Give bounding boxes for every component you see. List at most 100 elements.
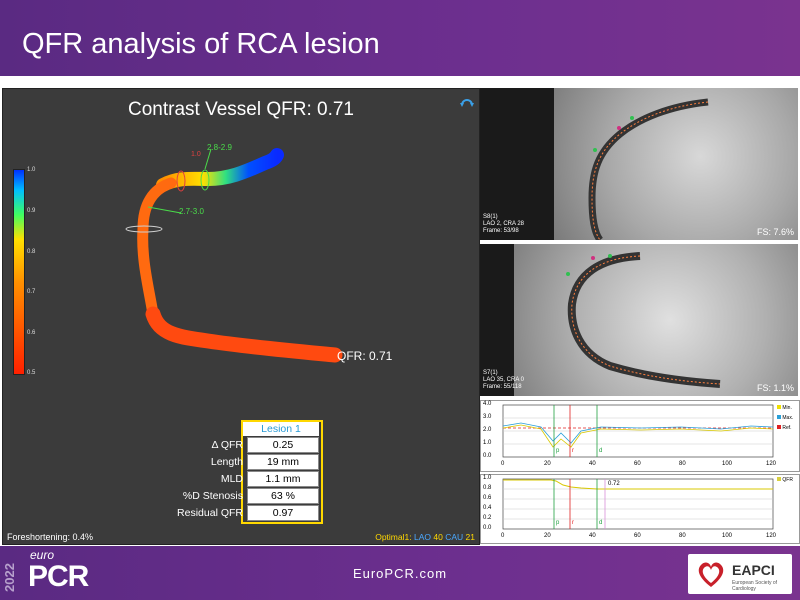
legend-label: QFR xyxy=(782,477,793,483)
legend-item: QFR xyxy=(777,477,793,483)
vessel-end-qfr: QFR: 0.71 xyxy=(337,349,393,363)
lesion-row-value: 0.25 xyxy=(247,437,319,453)
angiogram-top: S8(1) LAO 2, CRA 28 Frame: 53/98 FS: 7.6… xyxy=(480,88,798,240)
x-tick: 100 xyxy=(722,533,733,539)
eapci-subtext: European Society of Cardiology xyxy=(732,580,778,592)
x-tick: 80 xyxy=(679,533,686,539)
heart-icon xyxy=(698,562,724,587)
colorbar-tick: 0.8 xyxy=(27,249,36,255)
lesion-row-label: Residual QFR xyxy=(177,507,243,519)
foreshortening-readout: Foreshortening: 0.4% xyxy=(7,532,94,542)
angio-info-line: LAO 35, CRA 0 xyxy=(483,377,525,383)
optimal-cau-label: CAU xyxy=(445,532,464,542)
vessel-label-lower: 2.7-3.0 xyxy=(179,207,204,216)
optimal-lao-value: 40 xyxy=(433,532,443,542)
lesion-row-value: 0.97 xyxy=(247,505,319,521)
angiogram-bottom: S7(1) LAO 35, CRA 0 Frame: 55/118 FS: 1.… xyxy=(480,244,798,396)
eapci-text: EAPCI xyxy=(732,562,775,578)
lesion-row-label: MLD xyxy=(220,473,243,485)
lesion-row-label: Length xyxy=(210,456,243,468)
slide-title: QFR analysis of RCA lesion xyxy=(22,28,380,60)
rotate-icon[interactable] xyxy=(459,95,475,109)
angio-info-line: Frame: 55/118 xyxy=(483,384,522,390)
diameter-graph: 4.0 3.0 2.0 1.0 0.0 0 20 40 60 80 100 12… xyxy=(480,400,800,472)
x-tick: 40 xyxy=(589,461,596,467)
optimal-prefix: Optimal1: xyxy=(375,532,414,542)
x-tick: 80 xyxy=(679,461,686,467)
marker-d: d xyxy=(599,448,603,454)
y-tick: 0.4 xyxy=(483,505,492,511)
angio-info-line: LAO 2, CRA 28 xyxy=(483,221,525,227)
legend: Min. Max. Ref. xyxy=(777,403,793,433)
x-tick: 0 xyxy=(501,461,505,467)
legend-item: Min. xyxy=(777,403,793,413)
angiogram-top-fs: FS: 7.6% xyxy=(756,227,794,237)
marker-r: r xyxy=(572,448,574,454)
slide-footer: euro PCR 2022 EuroPCR.com EAPCI European… xyxy=(0,546,800,600)
y-tick: 4.0 xyxy=(483,401,492,407)
logo-pcr: PCR xyxy=(28,560,89,593)
legend: QFR xyxy=(777,477,793,483)
qfr-graph: 1.0 0.8 0.6 0.4 0.2 0.0 0 20 40 60 80 10… xyxy=(480,474,800,544)
qfr-title: Contrast Vessel QFR: 0.71 xyxy=(128,99,354,120)
header-divider xyxy=(0,76,800,79)
lesion-row-delta-qfr: Δ QFR 0.25 xyxy=(127,437,327,453)
vessel-label-marker: 1.0 xyxy=(191,151,201,158)
vessel-3d-render xyxy=(125,148,343,363)
lesion-row-stenosis: %D Stenosis 63 % xyxy=(127,488,327,504)
lesion-header: Lesion 1 xyxy=(243,422,319,436)
lesion-row-value: 19 mm xyxy=(247,454,319,470)
optimal-angle-readout: Optimal1: LAO 40 CAU 21 xyxy=(375,532,475,542)
legend-label: Ref. xyxy=(782,425,792,431)
lesion-row-value: 63 % xyxy=(247,488,319,504)
lesion-row-mld: MLD 1.1 mm xyxy=(127,471,327,487)
angiogram-top-info: S8(1) LAO 2, CRA 28 Frame: 53/98 xyxy=(483,214,524,235)
y-tick: 0.6 xyxy=(483,495,492,501)
marker-r: r xyxy=(572,520,574,526)
lesion-box xyxy=(241,420,323,524)
legend-item: Max. xyxy=(777,413,793,423)
angio-info-line: S7(1) xyxy=(483,370,498,376)
legend-item: Ref. xyxy=(777,423,793,433)
x-tick: 100 xyxy=(722,461,733,467)
logo-euro: euro xyxy=(30,548,55,562)
slide-header: QFR analysis of RCA lesion xyxy=(0,0,800,76)
y-tick: 0.0 xyxy=(483,453,492,459)
legend-label: Min. xyxy=(782,405,792,411)
y-tick: 0.0 xyxy=(483,525,492,531)
angio-info-line: Frame: 53/98 xyxy=(483,228,519,234)
y-tick: 3.0 xyxy=(483,414,492,420)
qfr-value-label: 0.72 xyxy=(608,481,620,487)
x-tick: 20 xyxy=(544,533,551,539)
lesion-row-label: %D Stenosis xyxy=(182,490,243,502)
x-tick: 120 xyxy=(766,461,777,467)
slide-content: Contrast Vessel QFR: 0.71 1.0 0.9 0.8 0.… xyxy=(0,86,800,546)
x-tick: 40 xyxy=(589,533,596,539)
y-tick: 0.2 xyxy=(483,515,492,521)
x-tick: 120 xyxy=(766,533,777,539)
y-tick: 0.8 xyxy=(483,485,492,491)
diameter-plot xyxy=(502,404,774,458)
lesion-row-residual-qfr: Residual QFR 0.97 xyxy=(127,505,327,521)
angiogram-bottom-fs: FS: 1.1% xyxy=(756,383,794,393)
y-tick: 1.0 xyxy=(483,440,492,446)
marker-p: p xyxy=(556,520,560,526)
qfr-3d-panel: Contrast Vessel QFR: 0.71 1.0 0.9 0.8 0.… xyxy=(2,88,480,545)
vessel-label-upper: 2.8-2.9 xyxy=(207,143,232,152)
colorbar-tick: 0.7 xyxy=(27,289,36,295)
colorbar-tick: 0.5 xyxy=(27,370,36,376)
marker-p: p xyxy=(556,448,560,454)
colorbar-tick: 0.9 xyxy=(27,208,36,214)
angiogram-image xyxy=(514,244,798,396)
eapci-logo: EAPCI European Society of Cardiology xyxy=(688,554,792,594)
angiogram-bottom-info: S7(1) LAO 35, CRA 0 Frame: 55/118 xyxy=(483,370,524,391)
marker-d: d xyxy=(599,520,603,526)
colorbar-tick: 1.0 xyxy=(27,167,36,173)
qfr-plot xyxy=(502,478,774,530)
y-tick: 1.0 xyxy=(483,475,492,481)
y-tick: 2.0 xyxy=(483,427,492,433)
optimal-cau-value: 21 xyxy=(465,532,475,542)
legend-label: Max. xyxy=(782,415,794,421)
footer-url[interactable]: EuroPCR.com xyxy=(352,566,448,581)
x-tick: 20 xyxy=(544,461,551,467)
